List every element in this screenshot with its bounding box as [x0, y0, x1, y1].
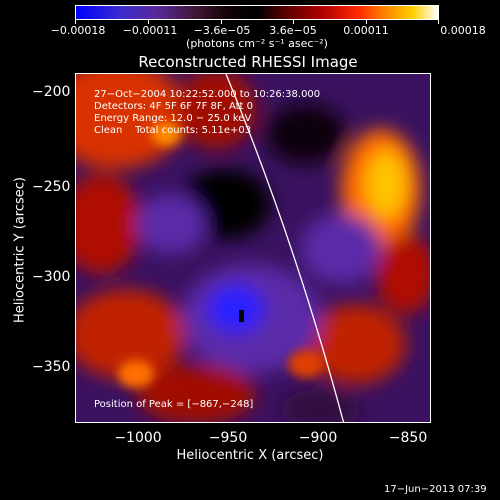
- rhessi-image: [76, 74, 430, 422]
- y-axis-label: Heliocentric Y (arcsec): [12, 177, 28, 323]
- colorbar-tick: [366, 20, 367, 24]
- x-axis-label: Heliocentric X (arcsec): [176, 448, 324, 463]
- colorbar-tick: [221, 20, 222, 24]
- y-tick-label: −200: [32, 84, 71, 100]
- energy-range-text: Energy Range: 12.0 − 25.0 keV: [94, 113, 252, 124]
- time-range-text: 27−Oct−2004 10:22:52.000 to 10:26:38.000: [94, 89, 321, 100]
- colorbar-units: (photons cm⁻² s⁻¹ asec⁻²): [186, 37, 328, 50]
- colorbar-tick-label: −0.00011: [122, 24, 178, 37]
- colorbar-tick-label: 0.00018: [440, 24, 486, 37]
- colorbar: [75, 5, 439, 20]
- x-tick-label: −900: [298, 430, 338, 446]
- y-tick-label: −350: [32, 359, 71, 375]
- rhessi-image-plot: 27−Oct−2004 10:22:52.000 to 10:26:38.000…: [75, 73, 431, 423]
- colorbar-tick: [438, 20, 439, 24]
- colorbar-tick: [148, 20, 149, 24]
- clean-counts-text: Clean Total counts: 5.11e+03: [94, 125, 252, 136]
- colorbar-tick: [75, 20, 76, 24]
- colorbar-tick-label: −0.00018: [50, 24, 106, 37]
- colorbar-tick: [293, 20, 294, 24]
- minimum-marker: [239, 310, 244, 322]
- peak-position-text: Position of Peak = [−867,−248]: [94, 399, 254, 410]
- solar-limb-line: [225, 74, 345, 422]
- colorbar-tick-label: 3.6e−05: [269, 24, 317, 37]
- colorbar-tick-label: 0.00011: [343, 24, 389, 37]
- y-tick-label: −300: [32, 269, 71, 285]
- x-tick-label: −1000: [114, 430, 162, 446]
- colorbar-tick-label: −3.6e−05: [193, 24, 251, 37]
- x-tick-label: −850: [388, 430, 428, 446]
- timestamp: 17−Jun−2013 07:39: [384, 484, 487, 495]
- image-title: Reconstructed RHESSI Image: [138, 53, 358, 71]
- y-tick-label: −250: [32, 179, 71, 195]
- x-tick-label: −950: [208, 430, 248, 446]
- detectors-text: Detectors: 4F 5F 6F 7F 8F, Att 0: [94, 101, 254, 112]
